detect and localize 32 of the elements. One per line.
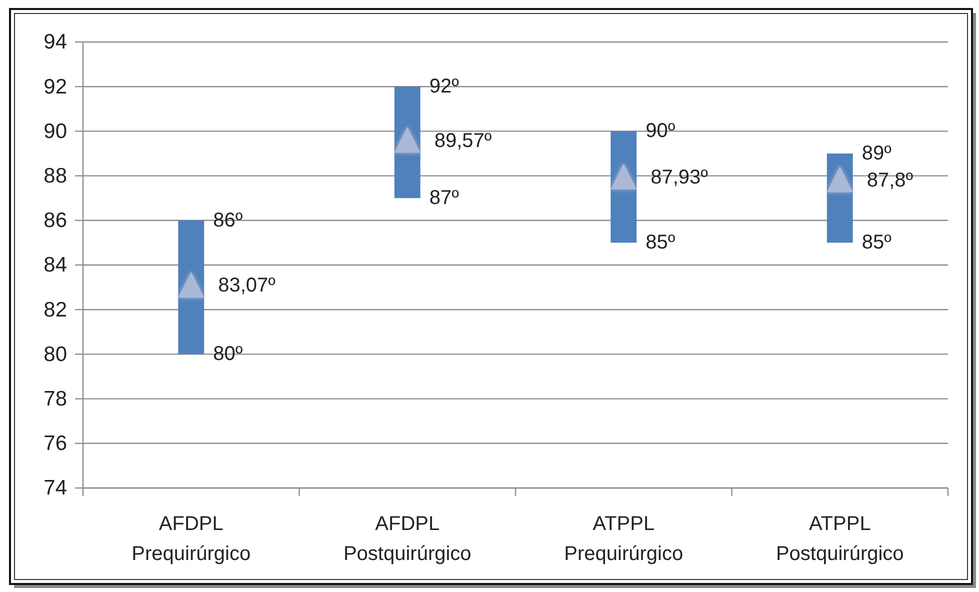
x-tick-label: AFDPL Postquirúrgico <box>343 513 472 565</box>
y-tick-label: 94 <box>44 30 68 54</box>
y-tick-label: 80 <box>44 342 67 366</box>
data-label: 89,57º <box>434 130 492 152</box>
point <box>610 163 637 190</box>
annotation: 85º <box>862 232 892 254</box>
x-tick-label: ATPPL Prequirúrgico <box>564 513 684 565</box>
point <box>178 272 204 298</box>
y-tick-label: 74 <box>44 476 68 500</box>
y-tick-label: 82 <box>44 298 67 322</box>
data-label: 87,8º <box>866 169 914 192</box>
y-tick-label: 86 <box>44 209 67 232</box>
annotation: 86º <box>213 209 244 232</box>
y-tick-label: 84 <box>44 254 68 277</box>
x-tick-label: AFDPL Prequirúrgico <box>132 513 251 565</box>
annotation: 87º <box>429 187 460 210</box>
y-tick-label: 78 <box>44 388 67 411</box>
point <box>394 126 420 153</box>
annotation: 89º <box>862 142 892 164</box>
y-tick-label: 92 <box>44 75 67 98</box>
x-tick-label: ATPPL Postquirúrgico <box>776 513 904 565</box>
point <box>826 166 853 192</box>
bar <box>178 220 204 354</box>
y-tick-label: 90 <box>44 120 67 143</box>
annotation: 80º <box>213 343 244 366</box>
data-label: 87,93º <box>650 166 709 188</box>
y-tick-label: 76 <box>44 432 67 456</box>
data-label: 83,07º <box>218 274 276 297</box>
annotation: 85º <box>646 232 676 254</box>
annotation: 90º <box>646 120 676 142</box>
annotation: 92º <box>429 76 460 98</box>
y-tick-label: 88 <box>44 164 67 188</box>
